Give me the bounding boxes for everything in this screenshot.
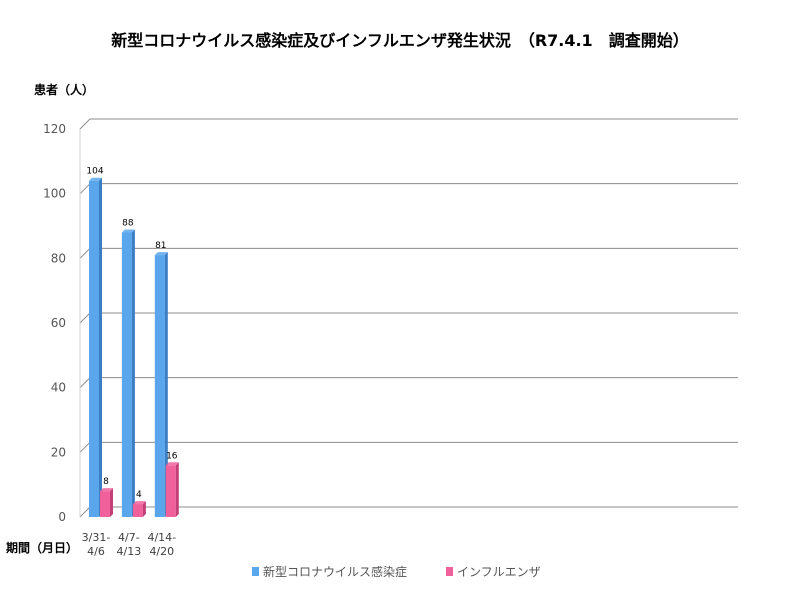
data-label: 8: [103, 477, 109, 487]
bar-side: [175, 462, 179, 517]
bar-top: [154, 252, 168, 256]
bar-top: [132, 501, 146, 505]
bar-side: [142, 501, 146, 517]
bar-side: [131, 229, 135, 517]
bar: [165, 465, 176, 517]
bar: [154, 255, 165, 517]
bar: [121, 232, 132, 517]
category-label: 4/14-: [147, 531, 176, 544]
category-label: 4/20: [149, 545, 174, 558]
bar: [89, 180, 99, 517]
y-axis-ticks: 0 20 40 60 80 100 120: [43, 122, 66, 524]
y-axis-title: 患者（人）: [34, 82, 94, 97]
bar: [100, 491, 110, 517]
bar-side: [99, 177, 102, 517]
legend: 新型コロナウイルス感染症 インフルエンザ: [252, 564, 541, 579]
category-labels: 3/31-4/6 4/7-4/13 4/14-4/20: [82, 531, 177, 558]
gridline-depth: [79, 441, 91, 453]
data-label: 16: [166, 451, 178, 461]
y-tick-label: 100: [43, 187, 66, 201]
gridline-depth: [79, 377, 91, 389]
category-label: 4/7-: [118, 531, 140, 544]
y-tick-label: 60: [51, 316, 66, 330]
y-tick-label: 40: [51, 381, 66, 395]
bar-top: [89, 177, 102, 181]
legend-swatch: [252, 567, 259, 576]
x-axis-title: 期間（月日）: [6, 540, 78, 555]
gridline-depth: [79, 247, 91, 259]
bar: [132, 504, 143, 517]
bar-side: [164, 252, 168, 517]
bar-side: [110, 488, 113, 517]
bar-top: [165, 462, 179, 466]
y-tick-label: 120: [43, 122, 66, 136]
category-label: 4/6: [87, 545, 105, 558]
data-labels: 104 88 81 8 4 16: [86, 167, 177, 500]
legend-label: 新型コロナウイルス感染症: [263, 564, 407, 579]
category-label: 4/13: [117, 545, 142, 558]
data-label: 81: [155, 241, 166, 251]
legend-swatch: [446, 567, 453, 576]
gridline-depth: [79, 312, 91, 324]
data-label: 88: [122, 218, 134, 228]
legend-label: インフルエンザ: [457, 565, 541, 579]
bars: [89, 177, 179, 517]
gridline-depth: [79, 118, 91, 130]
y-tick-label: 80: [51, 251, 66, 265]
y-tick-label: 20: [51, 445, 66, 459]
y-tick-label: 0: [58, 510, 66, 524]
data-label: 104: [86, 167, 103, 177]
gridline-depth: [79, 183, 91, 195]
data-label: 4: [136, 490, 142, 500]
bar-top: [121, 229, 135, 233]
category-label: 3/31-: [82, 531, 111, 544]
gridlines: [79, 118, 738, 518]
chart-title: 新型コロナウイルス感染症及びインフルエンザ発生状況 （R7.4.1 調査開始）: [111, 31, 688, 50]
bar-top: [100, 488, 113, 492]
gridline-depth: [79, 506, 91, 518]
